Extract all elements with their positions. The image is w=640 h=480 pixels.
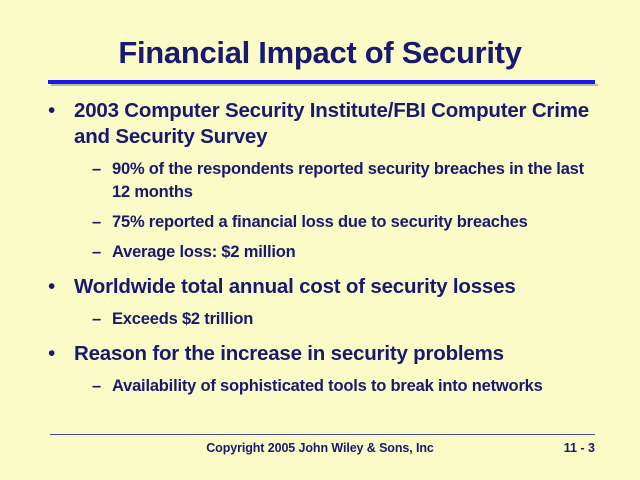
bullet-dash-icon: –	[92, 213, 102, 231]
slide-body: • 2003 Computer Security Institute/FBI C…	[0, 98, 640, 399]
bullet-dash-icon: –	[92, 310, 102, 328]
bullet-dot-icon: •	[48, 342, 56, 365]
bullet-dash-icon: –	[92, 243, 102, 261]
copyright-text: Copyright 2005 John Wiley & Sons, Inc	[206, 441, 434, 455]
spacer	[0, 265, 640, 274]
bullet-item-level2: – Average loss: $2 million	[0, 241, 640, 264]
slide-footer: Copyright 2005 John Wiley & Sons, Inc 11…	[0, 441, 640, 459]
bullet-text: 2003 Computer Security Institute/FBI Com…	[74, 99, 589, 148]
bullet-item-level2: – Exceeds $2 trillion	[0, 308, 640, 331]
bullet-dash-icon: –	[92, 160, 102, 178]
bullet-text: 90% of the respondents reported security…	[112, 160, 584, 201]
bullet-item-level1: • Worldwide total annual cost of securit…	[0, 274, 640, 300]
bullet-dash-icon: –	[92, 377, 102, 395]
page-title: Financial Impact of Security	[118, 35, 522, 70]
bullet-item-level2: – 75% reported a financial loss due to s…	[0, 211, 640, 234]
bullet-item-level1: • Reason for the increase in security pr…	[0, 341, 640, 367]
bullet-item-level2: – 90% of the respondents reported securi…	[0, 158, 640, 204]
bullet-text: Availability of sophisticated tools to b…	[112, 377, 543, 395]
page-number: 11 - 3	[563, 441, 595, 455]
bullet-item-level1: • 2003 Computer Security Institute/FBI C…	[0, 98, 640, 150]
bullet-dot-icon: •	[48, 275, 56, 298]
bullet-text: 75% reported a financial loss due to sec…	[112, 213, 528, 231]
bullet-text: Exceeds $2 trillion	[112, 310, 254, 328]
title-underline-rule	[48, 80, 595, 84]
bullet-text: Average loss: $2 million	[112, 243, 296, 261]
bullet-text: Worldwide total annual cost of security …	[74, 275, 516, 298]
bullet-text: Reason for the increase in security prob…	[74, 342, 504, 365]
spacer	[0, 332, 640, 341]
slide-title-block: Financial Impact of Security	[0, 35, 640, 70]
title-underline-shadow	[51, 84, 598, 86]
bullet-dot-icon: •	[48, 99, 56, 122]
bullet-item-level2: – Availability of sophisticated tools to…	[0, 375, 640, 398]
footer-divider	[50, 434, 595, 435]
